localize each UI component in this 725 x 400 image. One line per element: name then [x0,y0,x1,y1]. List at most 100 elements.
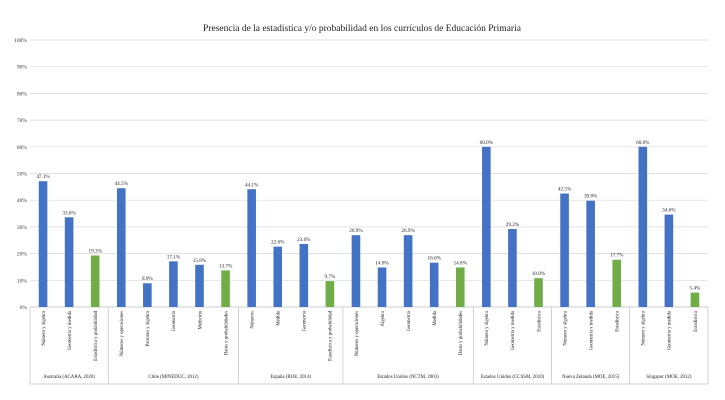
bar [690,292,700,307]
data-label: 44.5% [115,181,129,187]
bar [482,146,491,307]
data-label: 44.1% [245,182,259,188]
category-label: Patrones y álgebra [146,310,151,346]
group-label: España (BOE, 2014) [270,375,311,380]
y-tick-label: 80% [17,91,28,97]
data-label: 5.4% [690,286,701,292]
data-label: 34.6% [662,208,676,214]
bar [377,267,387,307]
y-tick-label: 70% [17,118,28,124]
data-label: 15.8% [193,258,207,264]
data-label: 13.7% [219,263,233,269]
bar [247,189,256,307]
group-label: Australia (ACARA, 2020) [43,375,95,380]
bar [560,193,569,307]
category-label: Geometría y medida [668,310,673,350]
y-tick-label: 10% [17,278,28,284]
y-tick-label: 20% [17,252,28,258]
category-label: Número y álgebra [563,310,568,346]
bar [429,262,439,307]
category-label: Estadística y probabilidad [94,310,99,360]
data-label: 26.9% [349,228,363,234]
data-label: 14.8% [454,260,468,266]
gridlines [29,39,709,385]
data-label: 29.2% [506,222,520,228]
bar [534,278,543,307]
category-label: Geometría y medida [68,310,73,350]
data-label: 42.5% [558,187,572,193]
group-label: Chile (MINEDUC, 2012) [148,375,198,380]
bar [116,188,126,307]
bar [143,283,152,307]
bar [64,217,74,307]
bar [325,281,335,307]
y-axis-ticks: 0% 10% 20% 30% 40% 50% 60% 70% 80% 90% 100% [14,38,27,311]
category-label: Geometría y medida [511,310,516,350]
category-label: Geometría [172,310,177,331]
y-tick-label: 100% [14,38,27,44]
bar [508,229,517,307]
bar [664,214,674,307]
bar [586,200,595,307]
category-labels: Número y álgebra Geometría y medida Estadí… [42,310,699,361]
data-label: 16.6% [427,256,441,262]
category-label: Geometría [303,310,308,331]
bar [455,267,465,307]
data-label: 22.6% [271,240,285,246]
data-label: 26.9% [401,228,415,234]
category-label: Medida [433,310,438,326]
bar [221,270,230,307]
category-label: Medición [198,310,203,329]
bar [90,255,100,307]
data-label: 60.0% [480,140,494,146]
group-label: Estados Unidos (CCSSM, 2010) [481,375,545,380]
y-tick-label: 30% [17,225,28,231]
category-label: Números [250,311,255,329]
data-label: 14.8% [375,260,389,266]
bars [38,146,700,307]
category-label: Geometría [407,310,412,331]
y-tick-label: 90% [17,65,28,71]
bar [195,264,204,307]
data-label: 19.3% [88,248,102,254]
y-tick-label: 50% [17,172,28,178]
bar [169,261,178,307]
group-label: Estados Unidos (NCTM, 2003) [377,375,439,380]
category-label: Datos y probabilidades [224,311,229,355]
chart-title: Presencia de la estadística y/o probabil… [203,24,522,34]
bar [38,181,48,307]
category-label: Estadística [537,310,542,332]
data-label: 9.7% [324,274,335,280]
category-label: Número y álgebra [642,310,647,346]
y-tick-label: 60% [17,145,28,151]
category-label: Datos y probabilidades [459,311,464,355]
data-label: 33.6% [62,210,76,216]
y-tick-label: 0% [20,305,28,311]
category-label: Álgebra [380,310,386,326]
category-label: Medida [277,310,282,326]
category-label: Números y operaciones [355,311,360,356]
category-label: Números y operaciones [120,311,125,356]
group-label: Nueva Zelanda (MOE, 2015) [562,375,620,380]
bar [612,259,622,307]
bar [638,146,648,307]
bar [403,235,413,307]
bar [299,243,309,307]
category-label: Número y álgebra [42,310,47,346]
data-label: 23.6% [297,237,311,243]
group-label: Singapur (MOE, 2012) [646,375,692,380]
group-labels: Australia (ACARA, 2020) Chile (MINEDUC, 2… [43,375,692,380]
y-tick-label: 40% [17,198,28,204]
bar [273,246,283,307]
category-label: Estadística [694,310,699,332]
data-label: 47.1% [36,174,50,180]
bar [351,235,361,307]
category-label: Geometría y medida [589,310,594,350]
category-label: Estadística [616,310,621,332]
data-labels: 47.1% 33.6% 19.3% 44.5% 8.9% 17.1% 15.8% 13.7% 4… [36,140,701,292]
data-label: 17.7% [610,253,624,259]
category-label: Número y álgebra [485,310,490,346]
data-label: 17.1% [167,254,181,260]
data-label: 8.9% [142,276,153,282]
data-label: 10.8% [532,271,546,277]
